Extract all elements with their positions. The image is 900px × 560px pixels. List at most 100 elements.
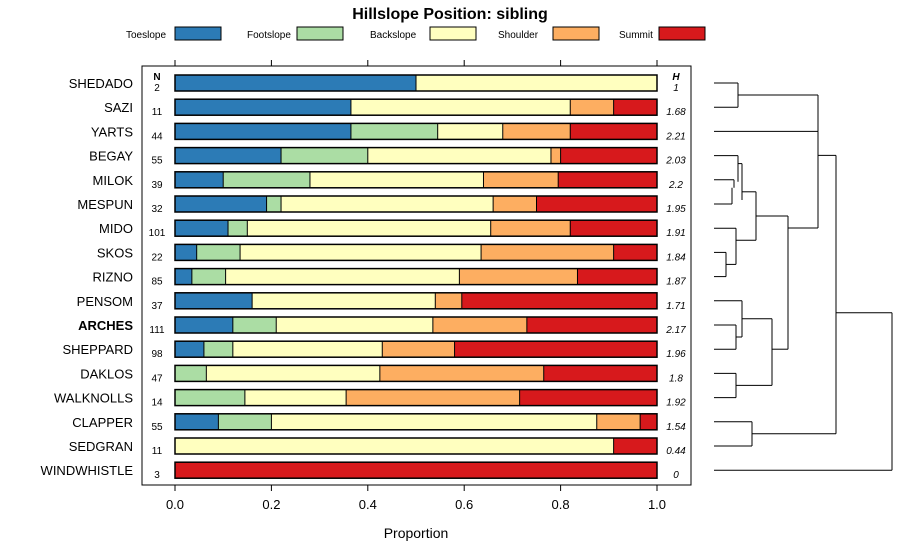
h-column-header: H — [672, 72, 680, 83]
n-value-rizno: 85 — [151, 277, 163, 288]
x-tick-label-0-0: 0.0 — [166, 497, 184, 512]
h-value-skos: 1.84 — [666, 252, 686, 263]
bar-outline-daklos — [174, 364, 658, 383]
bar-segment-skos-backslope — [240, 244, 482, 261]
row-milok: MILOK 39 2.2 — [93, 171, 683, 191]
bar-segment-milok-toeslope — [175, 171, 224, 188]
bar-segment-skos-shoulder — [481, 244, 614, 261]
bar-segment-rizno-shoulder — [459, 268, 578, 285]
n-value-begay: 55 — [151, 156, 163, 167]
dendrogram — [714, 82, 893, 471]
h-value-sazi: 1.68 — [666, 107, 686, 118]
bar-segment-walknolls-shoulder — [346, 389, 520, 406]
n-value-yarts: 44 — [151, 131, 163, 142]
bar-segment-rizno-backslope — [225, 268, 460, 285]
row-clapper: CLAPPER 55 1.54 — [72, 413, 686, 433]
bar-segment-clapper-toeslope — [175, 413, 219, 430]
bar-segment-arches-footslope — [232, 317, 277, 333]
n-value-sedgran: 11 — [152, 446, 163, 457]
bar-segment-clapper-summit — [640, 413, 657, 430]
bar-segment-milok-footslope — [223, 171, 310, 188]
row-rizno: RIZNO 85 1.87 — [93, 267, 686, 288]
bar-segment-clapper-shoulder — [596, 413, 641, 430]
n-column-header: N — [153, 72, 160, 83]
x-tick-label-0-6: 0.6 — [455, 497, 473, 512]
row-begay: BEGAY 55 2.03 — [89, 146, 686, 167]
row-walknolls: WALKNOLLS 14 1.92 — [54, 388, 686, 409]
bar-segment-pensom-backslope — [252, 292, 436, 309]
h-value-shedado: 1 — [673, 83, 679, 94]
legend-swatch-footslope — [296, 26, 344, 41]
legend-swatch-backslope — [429, 26, 477, 41]
bar-segment-sedgran-summit — [613, 438, 657, 454]
bar-rows: SHEDADO 2 1 SAZI 11 1.68 YARTS 44 2.21 BEGAY 55 2.0… — [41, 74, 686, 481]
row-label-skos: SKOS — [97, 245, 133, 260]
row-mespun: MESPUN 32 1.95 — [77, 195, 686, 215]
bar-segment-clapper-footslope — [218, 413, 272, 430]
legend-swatch-shoulder — [552, 26, 600, 41]
h-value-mespun: 1.95 — [666, 204, 686, 215]
row-windwhistle: WINDWHISTLE 3 0 — [41, 461, 679, 481]
x-tick-label-0-2: 0.2 — [262, 497, 280, 512]
bar-segment-pensom-summit — [461, 292, 657, 309]
bar-outline-pensom — [174, 292, 658, 310]
bar-outline-windwhistle — [174, 461, 658, 479]
bar-segment-sedgran-backslope — [175, 438, 614, 454]
bar-segment-daklos-backslope — [206, 365, 380, 382]
bar-segment-sazi-summit — [613, 99, 657, 116]
row-label-sheppard: SHEPPARD — [62, 342, 133, 357]
n-value-skos: 22 — [151, 252, 163, 263]
row-sedgran: SEDGRAN 11 0.44 — [69, 437, 686, 457]
bar-segment-mido-summit — [570, 220, 657, 237]
bar-segment-mespun-backslope — [281, 196, 494, 212]
row-label-mespun: MESPUN — [77, 197, 133, 212]
legend-label-footslope: Footslope — [247, 30, 291, 41]
h-value-daklos: 1.8 — [669, 373, 683, 384]
bar-segment-shedado-toeslope — [175, 75, 416, 91]
h-value-pensom: 1.71 — [666, 301, 685, 312]
legend: Toeslope Footslope Backslope Shoulder Summit — [126, 26, 706, 41]
row-label-sazi: SAZI — [104, 100, 133, 115]
bar-segment-walknolls-summit — [519, 389, 657, 406]
h-value-clapper: 1.54 — [666, 422, 686, 433]
bar-outline-arches — [174, 316, 658, 334]
x-axis: 0.0 0.2 0.4 0.6 0.8 1.0 — [166, 60, 666, 512]
bar-segment-mido-toeslope — [175, 220, 229, 237]
row-label-daklos: DAKLOS — [80, 366, 133, 381]
h-value-yarts: 2.21 — [665, 131, 685, 142]
n-value-milok: 39 — [151, 180, 163, 191]
n-value-shedado: 2 — [154, 83, 160, 94]
bar-segment-walknolls-footslope — [175, 389, 245, 406]
bar-segment-rizno-summit — [577, 268, 657, 285]
bar-segment-mespun-footslope — [266, 196, 282, 212]
bar-segment-mido-shoulder — [490, 220, 571, 237]
bar-segment-daklos-summit — [543, 365, 657, 382]
n-value-pensom: 37 — [151, 301, 163, 312]
bar-segment-rizno-toeslope — [175, 268, 192, 285]
bar-segment-clapper-backslope — [271, 413, 597, 430]
bar-segment-mespun-summit — [536, 196, 657, 212]
row-label-mido: MIDO — [99, 221, 133, 236]
h-value-mido: 1.91 — [666, 228, 685, 239]
bar-segment-sazi-shoulder — [570, 99, 614, 116]
bar-outline-walknolls — [174, 388, 658, 407]
bar-segment-mespun-toeslope — [175, 196, 267, 212]
bar-segment-milok-summit — [558, 171, 657, 188]
n-value-sazi: 11 — [152, 107, 163, 118]
bar-outline-sheppard — [174, 340, 658, 358]
bar-segment-sheppard-toeslope — [175, 341, 204, 358]
bar-outline-sazi — [174, 98, 658, 116]
row-label-milok: MILOK — [93, 173, 134, 188]
x-axis-label: Proportion — [384, 525, 449, 541]
n-value-arches: 111 — [149, 325, 165, 336]
bar-segment-milok-shoulder — [483, 171, 559, 188]
bar-segment-skos-footslope — [196, 244, 241, 261]
h-value-sheppard: 1.96 — [666, 349, 686, 360]
bar-segment-sheppard-backslope — [232, 341, 383, 358]
bar-segment-yarts-footslope — [350, 123, 438, 140]
bar-outline-clapper — [174, 413, 658, 431]
legend-swatch-toeslope — [174, 26, 222, 41]
row-label-begay: BEGAY — [89, 149, 133, 164]
row-daklos: DAKLOS 47 1.8 — [80, 364, 683, 384]
h-value-sedgran: 0.44 — [666, 446, 686, 457]
